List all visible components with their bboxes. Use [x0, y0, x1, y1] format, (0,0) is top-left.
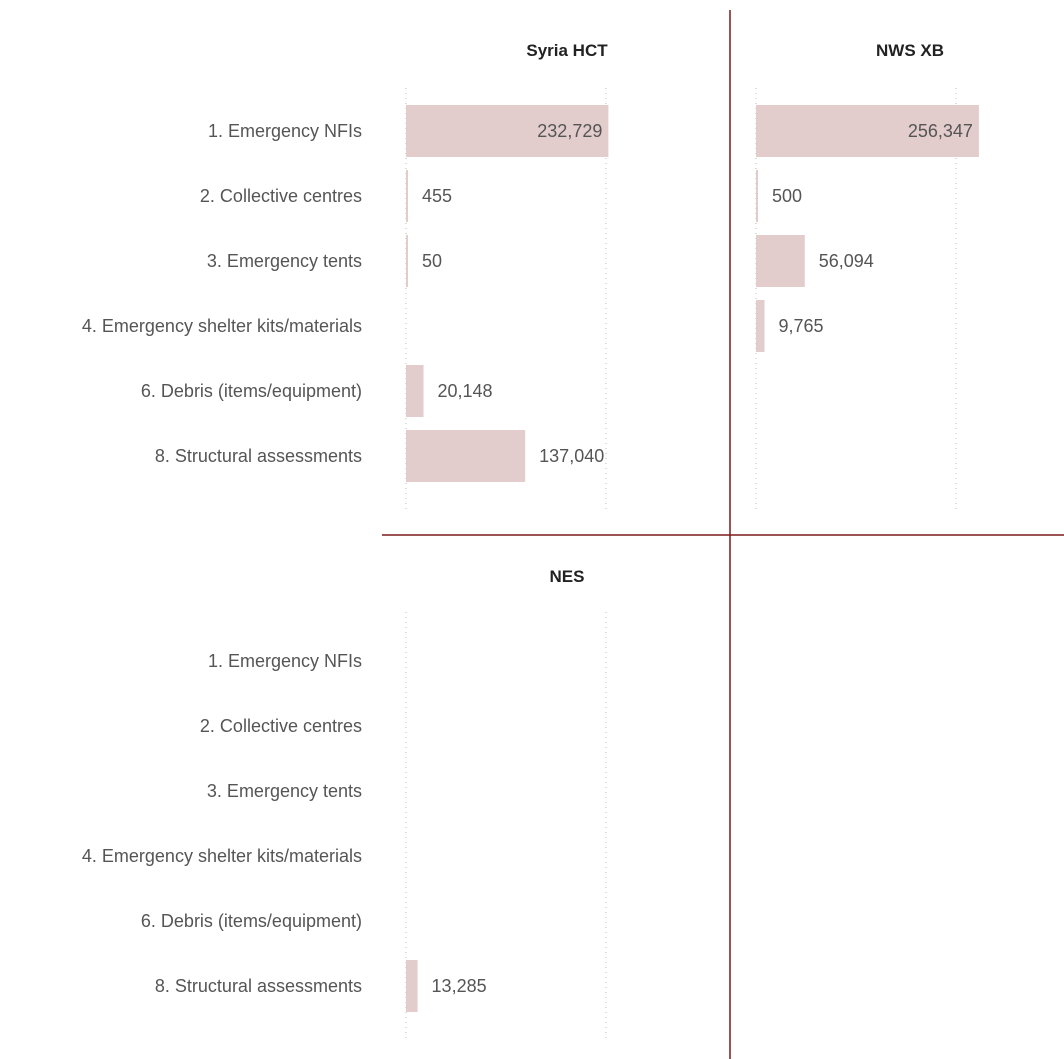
syria-hct-value-label: 232,729: [537, 121, 602, 141]
syria-hct-category-label: 3. Emergency tents: [207, 251, 362, 271]
nes-category-label: 3. Emergency tents: [207, 781, 362, 801]
syria-hct-bar: [406, 235, 408, 287]
nes-category-label: 8. Structural assessments: [155, 976, 362, 996]
syria-hct-bar: [406, 105, 609, 157]
nws-xb-value-label: 9,765: [778, 316, 823, 336]
syria-hct-category-label: 2. Collective centres: [200, 186, 362, 206]
nes-category-label: 6. Debris (items/equipment): [141, 911, 362, 931]
nes-bar: [406, 960, 418, 1012]
nws-xb-panel-title: NWS XB: [876, 41, 944, 60]
syria-hct-bar: [406, 430, 526, 482]
nws-xb-bar: [756, 235, 805, 287]
syria-hct-bar: [406, 170, 408, 222]
syria-hct-panel-title: Syria HCT: [526, 41, 608, 60]
syria-hct-value-label: 455: [422, 186, 452, 206]
nes-category-label: 2. Collective centres: [200, 716, 362, 736]
syria-hct-value-label: 50: [422, 251, 442, 271]
syria-hct-value-label: 137,040: [539, 446, 604, 466]
nes-category-label: 1. Emergency NFIs: [208, 651, 362, 671]
nws-xb-bar: [756, 105, 979, 157]
syria-hct-bar: [406, 365, 424, 417]
nws-xb-bar: [756, 170, 758, 222]
nes-category-label: 4. Emergency shelter kits/materials: [82, 846, 362, 866]
syria-hct-category-label: 4. Emergency shelter kits/materials: [82, 316, 362, 336]
nws-xb-value-label: 256,347: [908, 121, 973, 141]
syria-hct-value-label: 20,148: [438, 381, 493, 401]
nes-value-label: 13,285: [432, 976, 487, 996]
nes-panel-title: NES: [550, 567, 585, 586]
syria-hct-category-label: 6. Debris (items/equipment): [141, 381, 362, 401]
syria-hct-category-label: 8. Structural assessments: [155, 446, 362, 466]
nws-xb-bar: [756, 300, 765, 352]
nws-xb-value-label: 500: [772, 186, 802, 206]
nws-xb-value-label: 56,094: [819, 251, 874, 271]
syria-hct-category-label: 1. Emergency NFIs: [208, 121, 362, 141]
